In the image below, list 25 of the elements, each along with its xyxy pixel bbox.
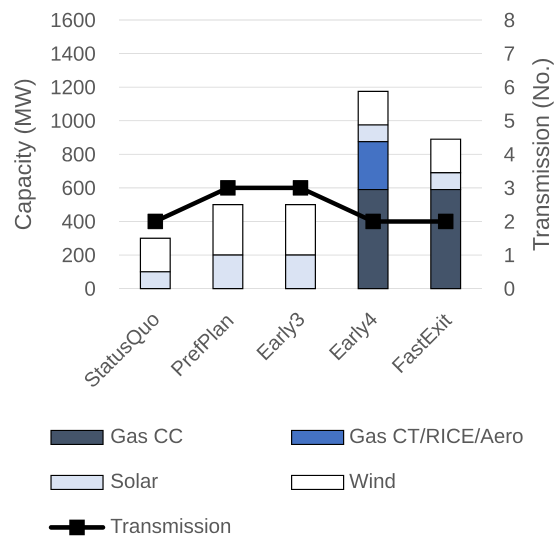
y-tick-label: 1200 [52, 80, 95, 94]
y-tick-label: 1000 [52, 113, 95, 128]
y2-tick-label: 1 [505, 248, 514, 262]
legend-label: Transmission [110, 518, 230, 534]
y-axis-title: Capacity (MW) [14, 80, 36, 230]
y2-tick-label: 5 [504, 114, 514, 128]
y2-tick-label: 8 [504, 12, 514, 28]
y2-tick-label: 2 [504, 214, 514, 229]
y2-tick-label: 0 [504, 281, 514, 296]
y-tick-label: 1600 [52, 12, 95, 28]
y-tick-label: 800 [62, 147, 95, 162]
y-tick-label: 1400 [52, 46, 95, 61]
y2-tick-label: 3 [504, 180, 514, 196]
y-tick-label: 0 [85, 281, 95, 296]
legend-label: Solar [111, 473, 158, 488]
y2-tick-label: 7 [504, 46, 514, 61]
y2-tick-label: 6 [504, 80, 514, 94]
y2-axis-title: Transmission (No.) [532, 59, 554, 250]
y2-tick-label: 4 [504, 147, 514, 162]
y-tick-label: 400 [62, 214, 95, 229]
y-tick-label: 200 [62, 248, 95, 262]
legend-label: Gas CT/RICE/Aero [350, 428, 523, 444]
legend-label: Gas CC [111, 428, 182, 444]
y-tick-label: 600 [62, 180, 95, 196]
legend-label: Wind [349, 473, 395, 488]
